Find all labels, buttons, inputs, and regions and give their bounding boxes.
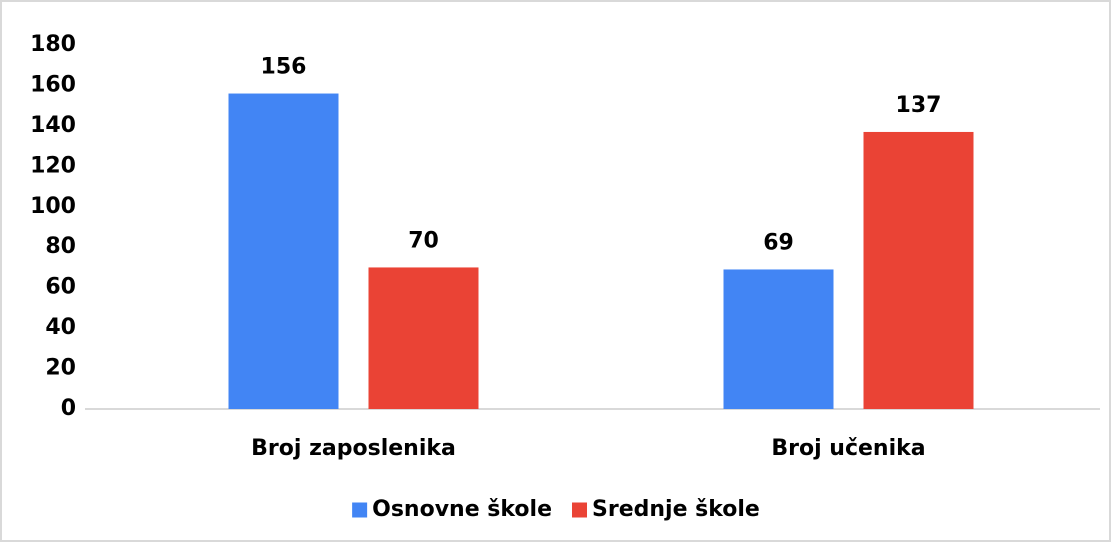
x-tick-label: Broj zaposlenika [251,436,456,461]
legend-swatch [352,502,368,518]
data-label: 137 [896,93,942,118]
y-tick-label: 140 [30,113,76,138]
x-tick-label: Broj učenika [771,436,925,461]
y-tick-label: 180 [30,32,76,57]
bar [723,269,834,409]
y-tick-label: 40 [45,315,76,340]
y-tick-label: 20 [45,356,76,381]
y-tick-label: 160 [30,72,76,97]
legend-swatch [572,502,588,518]
data-label: 156 [261,55,307,80]
legend-item: Osnovne škole [352,497,552,522]
y-tick-label: 120 [30,153,76,178]
legend-label: Srednje škole [592,497,760,522]
data-label: 69 [763,230,794,255]
y-tick-label: 60 [45,275,76,300]
data-label: 70 [408,228,439,253]
legend-label: Osnovne škole [372,497,552,522]
y-tick-label: 100 [30,194,76,219]
bar [228,93,339,410]
bar [368,267,479,409]
y-tick-label: 80 [45,234,76,259]
bar [863,131,974,409]
y-tick-label: 0 [61,396,76,421]
legend-item: Srednje škole [572,497,760,522]
